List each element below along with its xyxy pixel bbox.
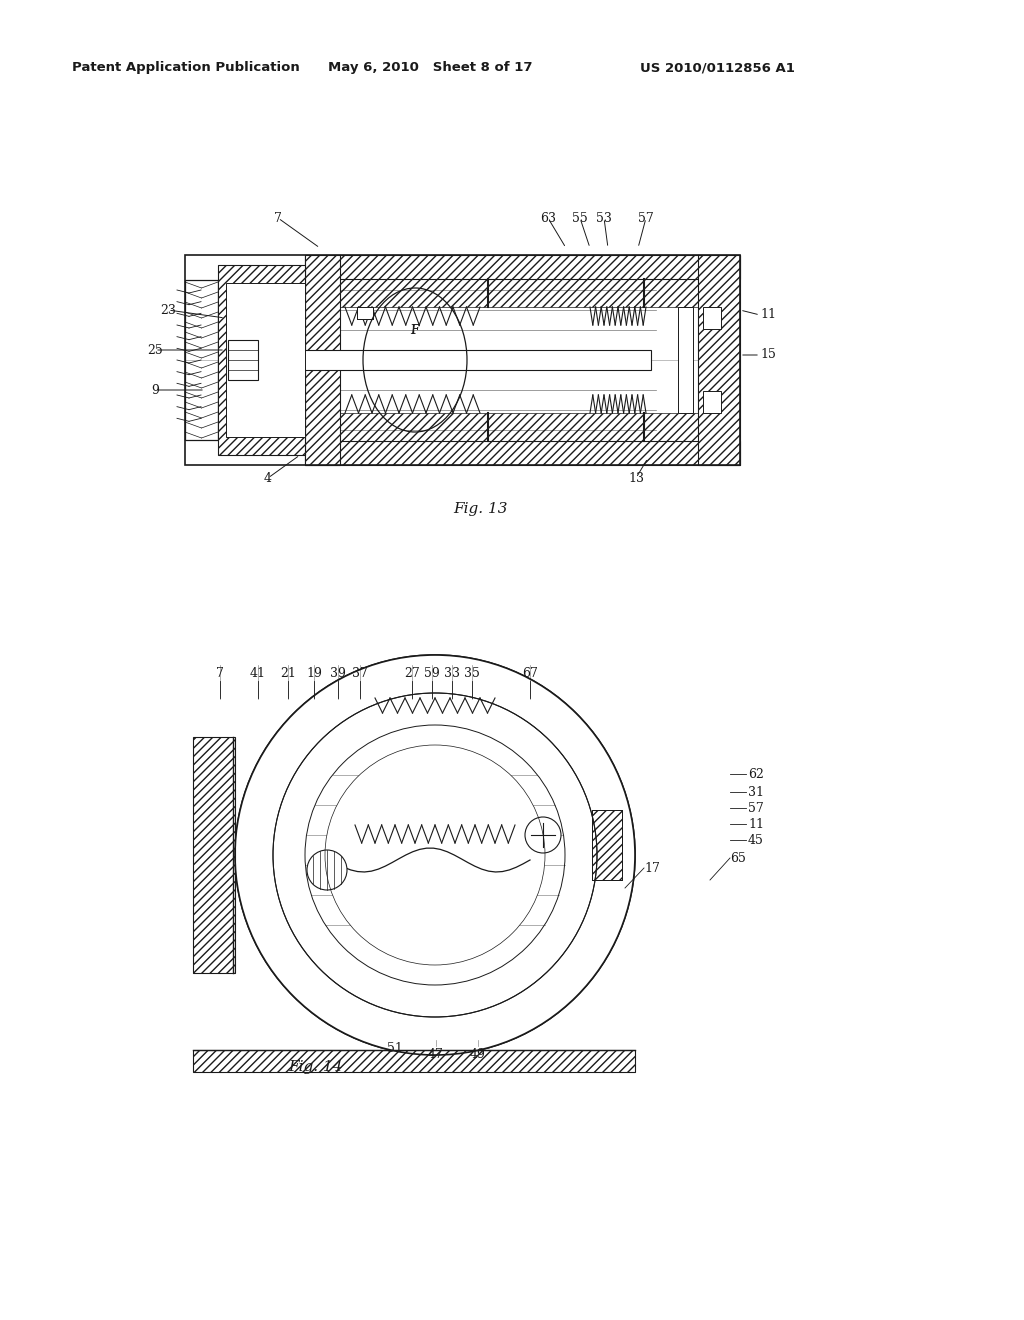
Bar: [185, 280, 218, 440]
Text: 37: 37: [352, 667, 368, 680]
Circle shape: [273, 693, 597, 1016]
Bar: [193, 737, 234, 973]
Text: 65: 65: [730, 851, 745, 865]
Bar: [305, 441, 740, 465]
Text: Fig. 13: Fig. 13: [453, 502, 507, 516]
Bar: [357, 308, 373, 319]
Bar: [305, 255, 340, 465]
Bar: [305, 255, 740, 279]
Text: 62: 62: [748, 767, 764, 780]
Text: May 6, 2010   Sheet 8 of 17: May 6, 2010 Sheet 8 of 17: [328, 62, 532, 74]
Text: 25: 25: [147, 343, 163, 356]
Bar: [218, 265, 305, 455]
Text: 23: 23: [160, 304, 176, 317]
Text: 21: 21: [280, 667, 296, 680]
Bar: [703, 308, 721, 329]
Text: 57: 57: [638, 211, 654, 224]
Bar: [255, 350, 651, 370]
Circle shape: [360, 780, 510, 931]
Text: 9: 9: [152, 384, 159, 396]
Text: 47: 47: [428, 1048, 444, 1061]
Bar: [592, 810, 622, 880]
Text: 49: 49: [470, 1048, 486, 1061]
Text: US 2010/0112856 A1: US 2010/0112856 A1: [640, 62, 795, 74]
Text: 11: 11: [760, 309, 776, 322]
Text: 13: 13: [628, 471, 644, 484]
Text: 17: 17: [644, 862, 659, 874]
Text: 27: 27: [404, 667, 420, 680]
Text: 7: 7: [216, 667, 224, 680]
Text: 57: 57: [748, 801, 764, 814]
Text: 11: 11: [748, 817, 764, 830]
Circle shape: [234, 655, 635, 1055]
Bar: [592, 810, 622, 880]
Text: 4: 4: [264, 471, 272, 484]
Text: 45: 45: [748, 833, 764, 846]
Text: Fig. 14: Fig. 14: [288, 1060, 342, 1074]
Circle shape: [273, 693, 597, 1016]
Text: 35: 35: [464, 667, 480, 680]
Bar: [228, 341, 258, 380]
Text: 15: 15: [760, 348, 776, 362]
Bar: [678, 308, 693, 413]
Bar: [340, 279, 698, 308]
Bar: [703, 391, 721, 413]
Circle shape: [307, 850, 347, 890]
Bar: [698, 255, 740, 465]
Bar: [193, 1049, 635, 1072]
Circle shape: [305, 725, 565, 985]
Text: 55: 55: [572, 211, 588, 224]
Circle shape: [305, 725, 565, 985]
Bar: [340, 279, 698, 441]
Text: 19: 19: [306, 667, 322, 680]
Text: 67: 67: [522, 667, 538, 680]
Text: F: F: [411, 323, 419, 337]
Text: 53: 53: [596, 211, 612, 224]
Bar: [185, 255, 740, 465]
Bar: [357, 308, 373, 319]
Text: 33: 33: [444, 667, 460, 680]
Text: 59: 59: [424, 667, 440, 680]
Text: 31: 31: [748, 785, 764, 799]
Text: 7: 7: [274, 211, 282, 224]
Text: 63: 63: [540, 211, 556, 224]
Bar: [226, 282, 305, 437]
Text: 51: 51: [387, 1041, 402, 1055]
Circle shape: [325, 744, 545, 965]
Circle shape: [525, 817, 561, 853]
Text: Patent Application Publication: Patent Application Publication: [72, 62, 300, 74]
Bar: [340, 413, 698, 441]
Text: 41: 41: [250, 667, 266, 680]
Circle shape: [234, 655, 635, 1055]
Text: 39: 39: [330, 667, 346, 680]
Text: F: F: [411, 323, 419, 337]
